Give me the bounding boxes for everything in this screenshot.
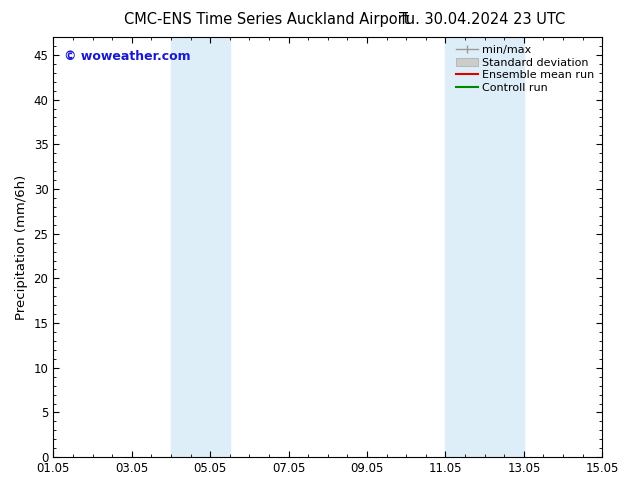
Bar (171, 37, 230, 457)
Text: © woweather.com: © woweather.com (64, 49, 191, 63)
Text: Tu. 30.04.2024 23 UTC: Tu. 30.04.2024 23 UTC (399, 12, 565, 27)
Bar (446, 37, 524, 457)
Legend: min/max, Standard deviation, Ensemble mean run, Controll run: min/max, Standard deviation, Ensemble me… (453, 43, 597, 96)
Y-axis label: Precipitation (mm/6h): Precipitation (mm/6h) (15, 174, 28, 319)
Text: CMC-ENS Time Series Auckland Airport: CMC-ENS Time Series Auckland Airport (124, 12, 409, 27)
